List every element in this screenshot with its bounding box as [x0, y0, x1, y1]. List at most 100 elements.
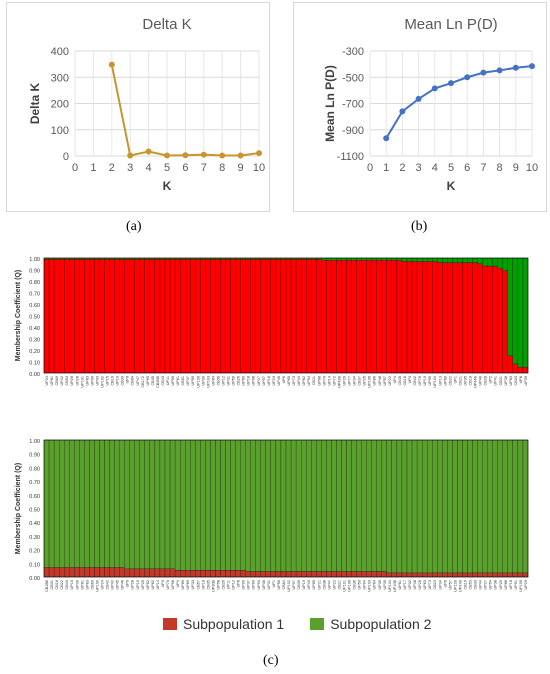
bar-segment-sub2 — [467, 439, 473, 574]
x-tick-label: 5 — [164, 162, 170, 174]
bar-segment-sub1 — [134, 259, 140, 374]
structure-plot-k2: 0.00 0.10 0.20 0.30 0.40 0.50 0.60 0.70 0.80 0.90… — [15, 257, 529, 388]
bar-segment-sub2 — [59, 439, 65, 568]
x-tick-label: UP22 — [332, 580, 336, 590]
bar-segment-sub1 — [482, 265, 488, 374]
bar-segment-sub1 — [432, 572, 438, 578]
data-point — [399, 108, 406, 115]
bar-segment-sub2 — [235, 439, 241, 571]
x-tick-label: UP77 — [348, 376, 352, 386]
x-tick-label: UP44 — [297, 376, 301, 386]
bar-segment-sub1 — [79, 567, 85, 578]
data-point — [164, 152, 170, 159]
x-tick-label: CB16 — [403, 376, 407, 386]
bar-segment-sub1 — [371, 260, 377, 374]
bar-segment-sub1 — [346, 571, 352, 578]
bar-segment-sub1 — [124, 259, 130, 374]
bar-segment-sub2 — [462, 439, 468, 574]
bar-segment-sub1 — [472, 572, 478, 578]
x-tick-label: UP47 — [327, 580, 331, 590]
bar-segment-sub1 — [205, 259, 211, 374]
x-tick-label: CB19 — [463, 580, 467, 590]
bar-segment-sub2 — [497, 439, 503, 574]
bar-segment-sub1 — [427, 261, 433, 374]
x-tick-label: CB11 — [312, 376, 316, 385]
bar-segment-sub1 — [250, 571, 256, 578]
x-tick-label: CB22 — [60, 580, 64, 590]
x-tick-label: UP10 — [70, 580, 74, 590]
bar-segment-sub2 — [427, 257, 433, 262]
x-tick-label: UP35 — [378, 580, 382, 590]
y-tick-label: 0.90 — [29, 269, 40, 275]
bar-segment-sub2 — [442, 257, 448, 263]
bar-segment-sub2 — [356, 439, 362, 572]
bar-segment-sub1 — [366, 260, 372, 374]
y-tick-label: 0.50 — [29, 315, 40, 321]
x-tick-label: CB38 — [322, 580, 326, 590]
bar-segment-sub2 — [316, 439, 322, 572]
bar-segment-sub1 — [84, 259, 90, 374]
bar-segment-sub2 — [255, 439, 261, 572]
y-tick-label: 0.30 — [29, 338, 40, 344]
bar-segment-sub1 — [48, 567, 55, 578]
x-tick-label: UP66 — [443, 376, 447, 386]
y-axis-label: Mean Ln P(D) — [323, 65, 337, 142]
x-tick-label: UP103 — [206, 376, 210, 388]
data-point — [219, 152, 226, 159]
bar-segment-sub1 — [240, 570, 246, 578]
bar-segment-sub2 — [477, 257, 483, 264]
bar-segment-sub2 — [422, 257, 428, 262]
bar-segment-sub1 — [84, 567, 90, 578]
x-tick-label: UP68 — [317, 376, 321, 386]
y-tick-label: 0.00 — [29, 372, 40, 378]
bar-segment-sub2 — [265, 439, 272, 572]
bar-segment-sub2 — [149, 439, 156, 569]
x-tick-label: UP106 — [348, 580, 352, 592]
bar-segment-sub1 — [270, 571, 277, 578]
x-tick-label: 9 — [513, 162, 519, 174]
bar-segment-sub1 — [477, 263, 483, 374]
x-tick-label: UP41 — [494, 376, 498, 386]
x-tick-label: UP102 — [287, 580, 291, 592]
bar-segment-sub1 — [255, 259, 261, 374]
x-tick-label: CB23 — [433, 580, 437, 590]
bar-segment-sub2 — [295, 439, 302, 572]
x-tick-label: UP12 — [232, 580, 236, 590]
x-tick-label: CB36 — [353, 580, 357, 590]
bar-segment-sub1 — [89, 259, 95, 374]
bar-segment-sub1 — [507, 572, 514, 578]
bar-segment-sub2 — [290, 439, 297, 572]
bar-segment-sub1 — [164, 568, 171, 578]
x-tick-label: UP16 — [509, 580, 513, 590]
x-tick-label: UP27 — [257, 376, 261, 386]
bar-segment-sub2 — [427, 439, 433, 574]
x-tick-label: UP83 — [85, 580, 89, 590]
bar-segment-sub2 — [210, 439, 216, 571]
bar-segment-sub2 — [502, 439, 508, 574]
bar-segment-sub1 — [245, 259, 251, 374]
x-tick-label: UP45 — [277, 376, 281, 386]
bar-segment-sub1 — [89, 567, 95, 578]
data-point — [529, 63, 535, 70]
bar-segment-sub1 — [154, 259, 161, 374]
bar-segment-sub1 — [517, 572, 524, 578]
bar-segment-sub2 — [366, 257, 372, 261]
bar-segment-sub1 — [411, 572, 418, 578]
bar-segment-sub2 — [139, 439, 145, 569]
bar-segment-sub1 — [502, 270, 508, 374]
bar-segment-sub1 — [215, 570, 221, 578]
bar-segment-sub2 — [280, 439, 287, 572]
x-tick-label: UP95 — [428, 376, 432, 386]
x-tick-label: UP17 — [403, 580, 407, 590]
bar-segment-sub1 — [139, 568, 145, 578]
bar-segment-sub2 — [169, 439, 176, 569]
x-tick-label: UP93 — [257, 580, 261, 590]
bar-segment-sub1 — [512, 572, 519, 578]
x-tick-label: UP31 — [267, 580, 271, 590]
bar-segment-sub2 — [341, 439, 347, 572]
y-tick-label: 0.90 — [29, 453, 40, 459]
y-tick-label: 0.00 — [29, 576, 40, 582]
bar-segment-sub2 — [462, 257, 468, 263]
x-tick-label: CB42 — [413, 376, 417, 386]
bar-segment-sub2 — [371, 257, 377, 261]
